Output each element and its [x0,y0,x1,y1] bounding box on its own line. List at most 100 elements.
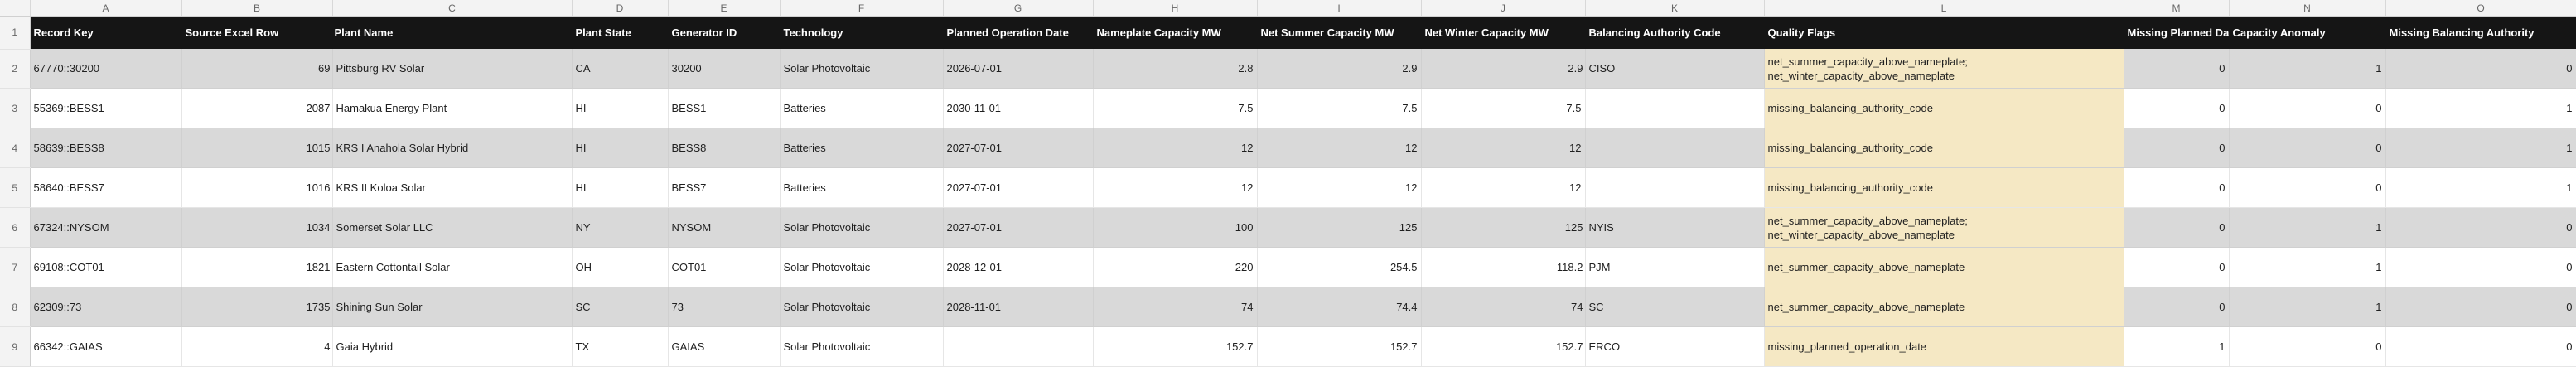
cell-source-row[interactable]: 1016 [181,167,333,208]
cell-generator-id[interactable]: 73 [668,287,781,327]
cell-plant-state[interactable]: NY [572,207,669,248]
column-letter[interactable]: L [1764,0,2124,17]
cell-capacity-anomaly[interactable]: 0 [2229,88,2386,128]
cell-missing-date[interactable]: 0 [2124,167,2230,208]
column-letter[interactable]: C [332,0,573,17]
cell-plant-name[interactable]: Gaia Hybrid [332,326,573,367]
cell-capacity-anomaly[interactable]: 1 [2229,247,2386,287]
cell-source-row[interactable]: 1735 [181,287,333,327]
cell-missing-ba[interactable]: 0 [2385,326,2576,367]
column-letter[interactable]: O [2385,0,2576,17]
select-all-corner[interactable] [0,0,31,17]
cell-nameplate[interactable]: 100 [1093,207,1258,248]
cell-quality-flags[interactable]: missing_balancing_authority_code [1764,128,2124,168]
cell-winter[interactable]: 12 [1421,128,1586,168]
cell-summer[interactable]: 254.5 [1257,247,1422,287]
cell-capacity-anomaly[interactable]: 0 [2229,128,2386,168]
cell-quality-flags[interactable]: net_summer_capacity_above_nameplate [1764,287,2124,327]
cell-winter[interactable]: 118.2 [1421,247,1586,287]
cell-plant-name[interactable]: Eastern Cottontail Solar [332,247,573,287]
cell-plant-name[interactable]: Hamakua Energy Plant [332,88,573,128]
cell-quality-flags[interactable]: missing_planned_operation_date [1764,326,2124,367]
cell-missing-ba[interactable]: 1 [2385,88,2576,128]
header-source-row[interactable]: Source Excel Row [185,27,279,39]
cell-quality-flags[interactable]: net_summer_capacity_above_nameplate; net… [1764,49,2124,89]
cell-generator-id[interactable]: NYSOM [668,207,781,248]
cell-nameplate[interactable]: 2.8 [1093,49,1258,89]
cell-planned-date[interactable]: 2027-07-01 [943,207,1094,248]
cell-nameplate[interactable]: 152.7 [1093,326,1258,367]
cell-winter[interactable]: 12 [1421,167,1586,208]
cell-technology[interactable]: Batteries [780,88,944,128]
cell-capacity-anomaly[interactable]: 1 [2229,207,2386,248]
column-letter[interactable]: N [2229,0,2386,17]
cell-summer[interactable]: 7.5 [1257,88,1422,128]
cell-generator-id[interactable]: GAIAS [668,326,781,367]
cell-technology[interactable]: Solar Photovoltaic [780,49,944,89]
cell-plant-state[interactable]: SC [572,287,669,327]
cell-planned-date[interactable]: 2028-12-01 [943,247,1094,287]
cell-plant-name[interactable]: Pittsburg RV Solar [332,49,573,89]
row-number[interactable]: 8 [0,287,31,327]
cell-source-row[interactable]: 1034 [181,207,333,248]
cell-winter[interactable]: 7.5 [1421,88,1586,128]
cell-plant-state[interactable]: OH [572,247,669,287]
header-nameplate[interactable]: Nameplate Capacity MW [1096,27,1221,39]
cell-missing-date[interactable]: 1 [2124,326,2230,367]
column-letter[interactable]: F [780,0,944,17]
header-planned-date[interactable]: Planned Operation Date [946,27,1069,39]
cell-record-key[interactable]: 67324::NYSOM [30,207,182,248]
cell-source-row[interactable]: 1821 [181,247,333,287]
cell-planned-date[interactable] [943,326,1094,367]
cell-source-row[interactable]: 2087 [181,88,333,128]
cell-nameplate[interactable]: 220 [1093,247,1258,287]
cell-ba-code[interactable]: PJM [1585,247,1765,287]
cell-capacity-anomaly[interactable]: 1 [2229,287,2386,327]
header-missing-date[interactable]: Missing Planned Date [2127,27,2229,39]
cell-capacity-anomaly[interactable]: 0 [2229,167,2386,208]
header-plant-state[interactable]: Plant State [575,27,631,39]
column-letter[interactable]: K [1585,0,1765,17]
cell-nameplate[interactable]: 12 [1093,128,1258,168]
cell-missing-date[interactable]: 0 [2124,128,2230,168]
cell-nameplate[interactable]: 12 [1093,167,1258,208]
header-technology[interactable]: Technology [783,27,843,39]
cell-plant-state[interactable]: CA [572,49,669,89]
cell-planned-date[interactable]: 2030-11-01 [943,88,1094,128]
cell-summer[interactable]: 12 [1257,128,1422,168]
cell-source-row[interactable]: 69 [181,49,333,89]
header-record-key[interactable]: Record Key [33,27,94,39]
cell-record-key[interactable]: 62309::73 [30,287,182,327]
cell-summer[interactable]: 125 [1257,207,1422,248]
row-number[interactable]: 9 [0,326,31,367]
header-summer[interactable]: Net Summer Capacity MW [1260,27,1394,39]
column-letter[interactable]: B [181,0,333,17]
cell-missing-ba[interactable]: 1 [2385,128,2576,168]
cell-technology[interactable]: Batteries [780,128,944,168]
cell-technology[interactable]: Solar Photovoltaic [780,287,944,327]
column-letter[interactable]: A [30,0,182,17]
row-number[interactable]: 6 [0,207,31,248]
cell-planned-date[interactable]: 2028-11-01 [943,287,1094,327]
column-letter[interactable]: I [1257,0,1422,17]
cell-nameplate[interactable]: 74 [1093,287,1258,327]
cell-generator-id[interactable]: BESS7 [668,167,781,208]
cell-winter[interactable]: 125 [1421,207,1586,248]
cell-ba-code[interactable] [1585,88,1765,128]
cell-ba-code[interactable]: NYIS [1585,207,1765,248]
cell-generator-id[interactable]: BESS1 [668,88,781,128]
column-letter[interactable]: J [1421,0,1586,17]
row-number[interactable]: 2 [0,49,31,89]
row-number[interactable]: 5 [0,167,31,208]
cell-plant-name[interactable]: Shining Sun Solar [332,287,573,327]
header-plant-name[interactable]: Plant Name [334,27,394,39]
cell-summer[interactable]: 152.7 [1257,326,1422,367]
cell-technology[interactable]: Solar Photovoltaic [780,326,944,367]
column-letter[interactable]: D [572,0,669,17]
cell-missing-ba[interactable]: 0 [2385,49,2576,89]
cell-planned-date[interactable]: 2027-07-01 [943,167,1094,208]
cell-plant-state[interactable]: HI [572,128,669,168]
column-letter[interactable]: E [668,0,781,17]
cell-technology[interactable]: Solar Photovoltaic [780,207,944,248]
cell-ba-code[interactable]: CISO [1585,49,1765,89]
